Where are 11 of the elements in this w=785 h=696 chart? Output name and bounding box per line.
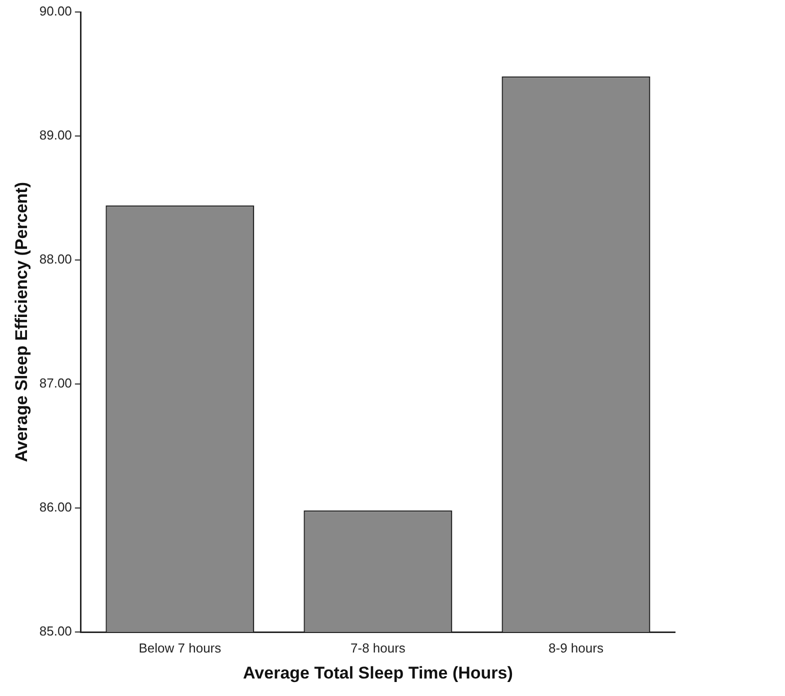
y-tick-label: 88.00	[39, 252, 72, 267]
y-tick-label: 86.00	[39, 500, 72, 515]
x-axis-title: Average Total Sleep Time (Hours)	[243, 663, 513, 682]
y-axis-title: Average Sleep Efficiency (Percent)	[12, 182, 31, 462]
y-tick-label: 89.00	[39, 128, 72, 143]
x-tick-label: Below 7 hours	[138, 640, 222, 656]
x-tick-label: 8-9 hours	[548, 640, 604, 656]
y-tick-label: 90.00	[39, 4, 72, 19]
x-tick-label: 7-8 hours	[350, 640, 406, 656]
y-tick-label: 87.00	[39, 376, 72, 391]
y-tick-label: 85.00	[39, 624, 72, 639]
